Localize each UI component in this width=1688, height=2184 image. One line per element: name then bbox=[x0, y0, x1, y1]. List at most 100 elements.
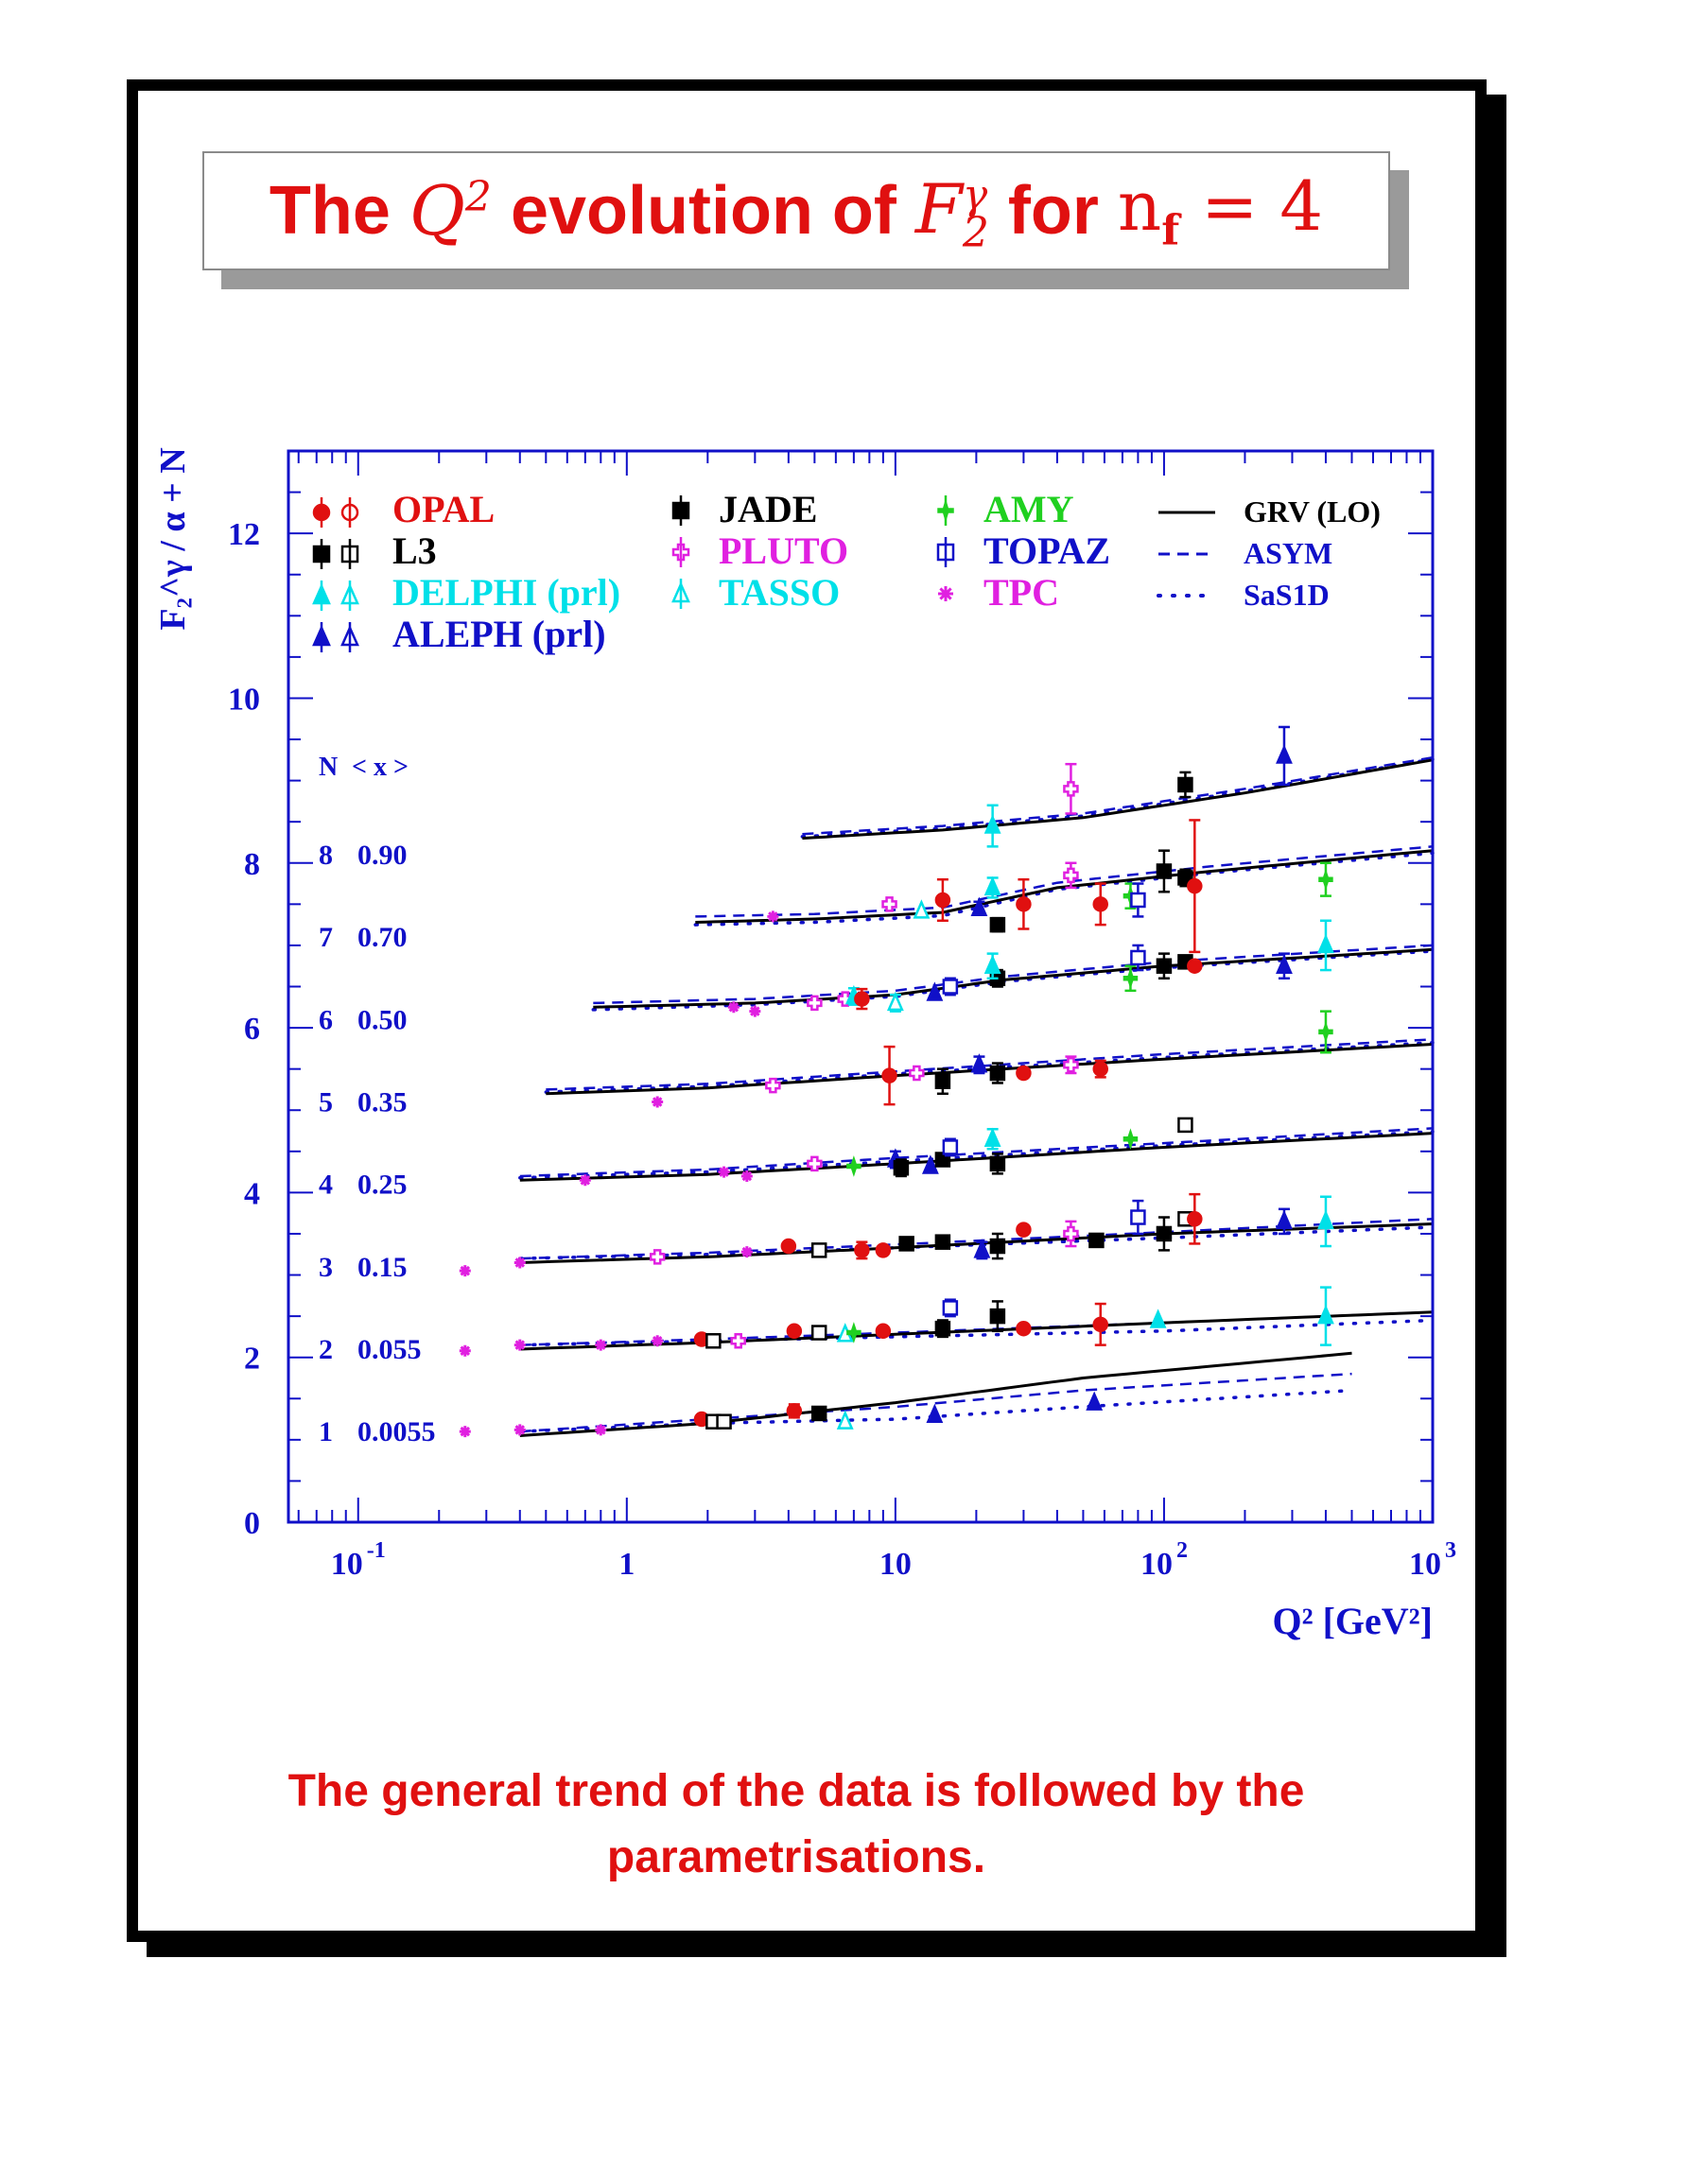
topaz-point bbox=[942, 977, 959, 997]
delphi-point bbox=[1317, 1286, 1334, 1346]
y-axis-label: F₂^γ / α + N bbox=[153, 447, 193, 630]
slide-frame bbox=[127, 79, 1487, 1942]
x-tick-exponent: 2 bbox=[1176, 1538, 1188, 1563]
tpc-marker bbox=[459, 1426, 471, 1438]
tpc-point bbox=[727, 1001, 740, 1014]
opal-point bbox=[1092, 1302, 1108, 1346]
x-tick-label: 10 3 bbox=[1409, 1538, 1456, 1582]
title-q-power: 2 bbox=[464, 173, 492, 221]
pluto-marker bbox=[765, 1077, 781, 1094]
delphi-marker bbox=[983, 814, 1001, 834]
legend-item-aleph: ALEPH (prl) bbox=[312, 613, 606, 655]
tpc-marker bbox=[938, 586, 953, 601]
aleph-marker bbox=[970, 896, 988, 916]
delphi-point bbox=[1149, 1309, 1167, 1328]
opal-point bbox=[854, 987, 870, 1011]
sas-curve bbox=[800, 757, 1435, 839]
y-tick-label: 4 bbox=[244, 1176, 260, 1211]
pluto-marker bbox=[909, 1065, 925, 1082]
aleph-marker bbox=[926, 1403, 944, 1423]
legend-item-delphi: DELPHI (prl) bbox=[312, 571, 620, 614]
aleph-point bbox=[1086, 1391, 1104, 1411]
tpc-marker bbox=[749, 1005, 761, 1017]
y-tick-label: 0 bbox=[244, 1506, 260, 1541]
legend-item-amy: AMY bbox=[937, 488, 1074, 530]
legend-label-tasso: TASSO bbox=[719, 571, 840, 614]
legend-item-jade: JADE bbox=[671, 488, 817, 530]
bin-label-n: 8 bbox=[319, 840, 333, 871]
amy-marker bbox=[1318, 868, 1333, 891]
tpc-marker bbox=[652, 1335, 664, 1347]
aleph-point bbox=[926, 1403, 944, 1423]
opal-marker bbox=[854, 1242, 870, 1258]
pluto-marker bbox=[1063, 781, 1079, 797]
topaz-point bbox=[1130, 944, 1146, 972]
amy-point bbox=[1122, 1128, 1139, 1151]
legend-label-delphi: DELPHI (prl) bbox=[392, 571, 620, 614]
pluto-point bbox=[1063, 861, 1079, 890]
bin-label-n: 3 bbox=[319, 1252, 333, 1283]
bin-label-x: 0.055 bbox=[357, 1334, 422, 1365]
x-axis-label: Q² [GeV²] bbox=[1273, 1600, 1434, 1642]
slide-caption: The general trend of the data is followe… bbox=[202, 1759, 1390, 1891]
y-tick-label: 10 bbox=[228, 682, 260, 717]
l3-point bbox=[705, 1333, 722, 1349]
topaz-marker bbox=[1130, 892, 1146, 909]
opal-marker bbox=[786, 1323, 803, 1340]
legend-label-sas: SaS1D bbox=[1244, 578, 1330, 612]
aleph-point bbox=[1276, 725, 1293, 787]
bin-label-n: 6 bbox=[319, 1004, 333, 1035]
amy-marker bbox=[1318, 1021, 1333, 1043]
topaz-marker bbox=[942, 1300, 959, 1316]
grv-curve bbox=[519, 1351, 1352, 1437]
tasso-marker bbox=[913, 899, 931, 919]
aleph-marker bbox=[921, 1154, 939, 1174]
delphi-marker bbox=[983, 875, 1001, 896]
opal-marker bbox=[1092, 896, 1108, 912]
opal-point bbox=[934, 877, 951, 923]
title-nf: nf = 4 bbox=[1118, 166, 1323, 254]
legend-label-grv: GRV (LO) bbox=[1244, 494, 1381, 529]
opal-point bbox=[1016, 1065, 1032, 1082]
pluto-marker bbox=[1063, 867, 1079, 884]
x-tick-exponent: 3 bbox=[1445, 1538, 1456, 1563]
topaz-point bbox=[942, 1298, 959, 1318]
pluto-point bbox=[1063, 1055, 1079, 1075]
title-f-sub: 2 bbox=[962, 209, 989, 257]
topaz-point bbox=[1130, 882, 1146, 918]
pluto-point bbox=[807, 1155, 823, 1172]
jade-marker bbox=[1156, 1225, 1173, 1242]
amy-marker bbox=[846, 1322, 861, 1343]
tasso-point bbox=[886, 991, 904, 1013]
tpc-point bbox=[459, 1265, 471, 1277]
legend-item-tasso: TASSO bbox=[671, 571, 840, 614]
title-q-symbol: Q bbox=[409, 171, 465, 251]
legend-item-tpc: TPC bbox=[938, 571, 1059, 614]
opal-marker bbox=[1092, 1316, 1108, 1333]
opal-point bbox=[875, 1242, 892, 1258]
jade-marker bbox=[1156, 958, 1173, 974]
bin-label-n: 2 bbox=[319, 1334, 333, 1365]
jade-marker bbox=[1088, 1232, 1105, 1249]
opal-marker bbox=[1187, 877, 1203, 894]
bin-label-x: 0.70 bbox=[357, 922, 408, 953]
delphi-marker bbox=[1317, 1209, 1334, 1230]
title-middle: evolution of bbox=[510, 173, 896, 249]
asym-curve bbox=[519, 1127, 1434, 1178]
tpc-point bbox=[459, 1426, 471, 1438]
aleph-point bbox=[973, 1239, 991, 1260]
bin-label-x: 0.25 bbox=[357, 1170, 408, 1201]
tpc-point bbox=[740, 1170, 753, 1182]
legend-label-amy: AMY bbox=[983, 488, 1074, 530]
legend-label-pluto: PLUTO bbox=[719, 529, 848, 572]
legend-label-asym: ASYM bbox=[1244, 536, 1332, 570]
tasso-marker bbox=[836, 1410, 854, 1430]
jade-marker bbox=[989, 1308, 1006, 1325]
pluto-point bbox=[765, 1077, 781, 1094]
legend-label-topaz: TOPAZ bbox=[983, 529, 1110, 572]
opal-marker bbox=[786, 1403, 803, 1419]
jade-point bbox=[1088, 1232, 1105, 1249]
caption-line-2: parametrisations. bbox=[606, 1832, 986, 1882]
legend-label-aleph: ALEPH (prl) bbox=[392, 613, 606, 655]
